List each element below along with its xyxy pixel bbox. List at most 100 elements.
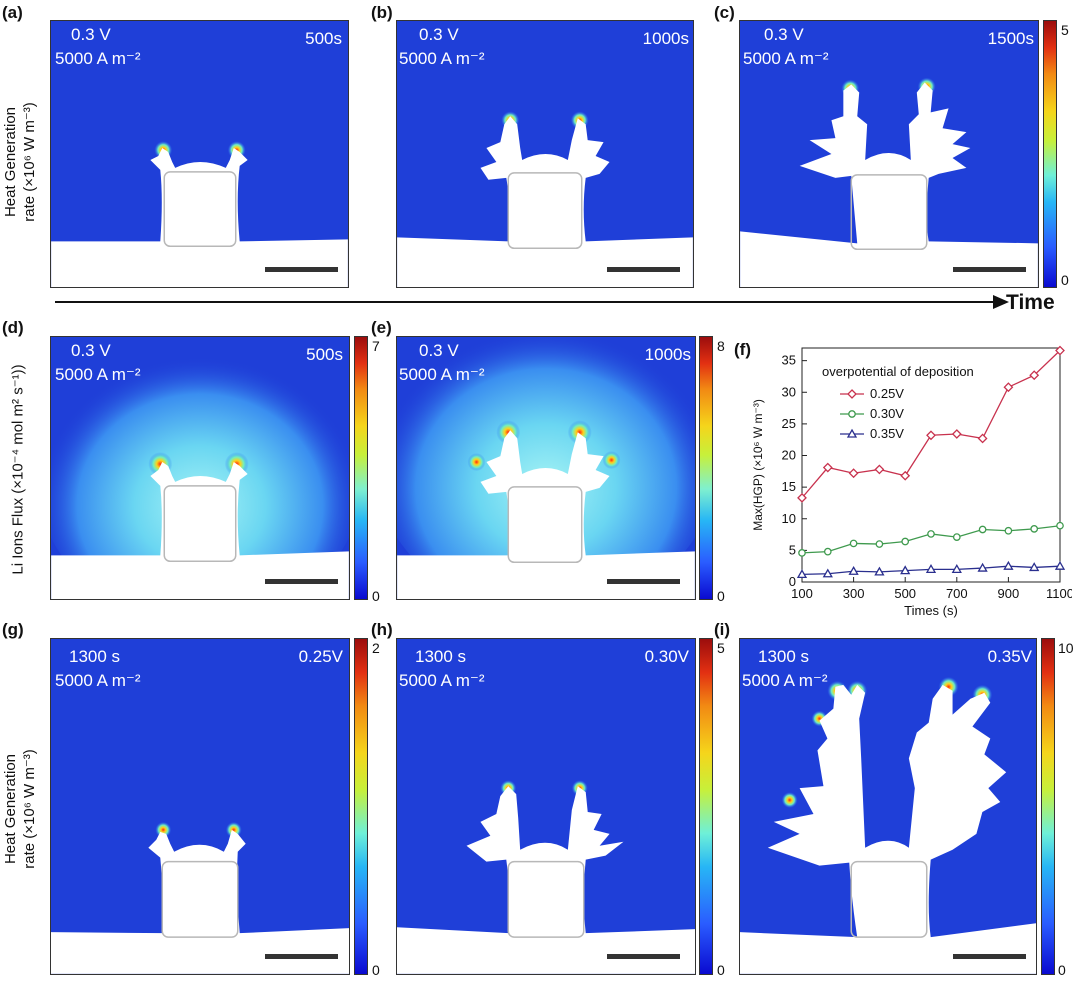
panel-e-current: 5000 A m⁻²: [399, 365, 485, 384]
panel-g-letter: (g): [2, 620, 24, 639]
data-point: [927, 530, 935, 538]
data-point: [798, 549, 806, 557]
colorbar-d-max: 7: [372, 338, 380, 354]
data-point: [977, 433, 988, 444]
row2-ylabel: Li Ions Flux (×10⁻⁴ mol m² s⁻¹)): [9, 340, 28, 600]
data-point: [1056, 521, 1064, 530]
panel-a-scalebar: [265, 267, 338, 272]
panel-b-letter: (b): [371, 3, 393, 22]
panel-h-letter: (h): [371, 620, 393, 639]
data-point: [900, 470, 911, 481]
panel-a-letter: (a): [2, 3, 23, 22]
colorbar-i-max: 10: [1058, 640, 1074, 656]
panel-b-scalebar: [607, 267, 680, 272]
panel-h-field: [397, 780, 695, 974]
legend-entry: 0.25V: [870, 386, 904, 401]
colorbar-g-max: 2: [372, 640, 380, 656]
panel-d: 0.3 V 5000 A m⁻² 500s: [50, 336, 350, 600]
colorbar-h-max: 5: [717, 640, 725, 656]
colorbar-c: [1043, 20, 1057, 288]
panel-h-voltage: 0.30V: [644, 647, 689, 666]
panel-a-current: 5000 A m⁻²: [55, 49, 141, 68]
data-point: [822, 462, 833, 473]
data-point: [797, 492, 807, 503]
panel-g-scalebar: [265, 954, 338, 959]
panel-b: 0.3 V 5000 A m⁻² 1000s: [396, 20, 694, 288]
panel-g-voltage: 0.25V: [298, 647, 343, 666]
x-tick-label: 500: [894, 586, 916, 601]
panel-i-time: 1300 s: [758, 647, 810, 666]
panel-i-scalebar: [953, 954, 1026, 959]
time-axis-arrowhead: [993, 295, 1009, 309]
panel-g-current: 5000 A m⁻²: [55, 671, 141, 690]
data-point: [796, 569, 808, 579]
panel-a-time: 500s: [305, 29, 342, 48]
data-point: [1030, 525, 1039, 533]
panel-e: 0.3 V 5000 A m⁻² 1000s: [396, 336, 696, 600]
data-point: [1055, 345, 1065, 356]
x-tick-label: 300: [843, 586, 865, 601]
colorbar-c-min: 0: [1061, 272, 1069, 288]
panel-a-voltage: 0.3 V: [71, 25, 111, 44]
colorbar-e-min: 0: [717, 588, 725, 604]
colorbar-h: [699, 638, 713, 975]
row3-ylabel-line1: Heat Generation: [2, 753, 19, 865]
chart-f: 100 300 500 700 900 1100 0 5 10 15 20 25 30 35 Times (…: [751, 345, 1072, 618]
data-point: [977, 562, 988, 572]
data-point: [848, 468, 859, 479]
y-tick-label: 25: [782, 416, 796, 431]
y-tick-label: 30: [782, 384, 796, 399]
y-tick-label: 15: [782, 479, 796, 494]
data-point: [951, 564, 962, 574]
colorbar-g-min: 0: [372, 962, 380, 978]
data-point: [925, 564, 937, 574]
panel-c-letter: (c): [714, 3, 735, 22]
panel-a: 0.3 V 5000 A m⁻² 500s: [50, 20, 349, 288]
panel-a-field: [51, 141, 348, 287]
panel-h-current: 5000 A m⁻²: [399, 671, 485, 690]
data-point: [900, 565, 911, 575]
data-point: [846, 428, 858, 438]
panel-d-current: 5000 A m⁻²: [55, 365, 141, 384]
data-point: [952, 533, 961, 541]
colorbar-e-max: 8: [717, 338, 725, 354]
panel-d-field: [51, 337, 349, 599]
panel-g-time: 1300 s: [69, 647, 121, 666]
colorbar-d-min: 0: [372, 588, 380, 604]
panel-g: 1300 s 5000 A m⁻² 0.25V: [50, 638, 350, 975]
colorbar-i: [1041, 638, 1055, 975]
panel-f-letter: (f): [734, 340, 751, 359]
panel-e-scalebar: [607, 579, 680, 584]
data-point: [951, 429, 962, 439]
y-axis-label: Max(HGP) (×10⁶ W m⁻³): [751, 399, 765, 531]
chart-f-legend: overpotential of deposition 0.25V 0.30V 0.3…: [822, 364, 974, 441]
panel-e-voltage: 0.3 V: [419, 341, 459, 360]
x-tick-label: 100: [791, 586, 813, 601]
panel-c-time: 1500s: [987, 29, 1034, 48]
panel-d-scalebar: [265, 579, 338, 584]
x-tick-label: 700: [946, 586, 968, 601]
data-point: [1004, 526, 1013, 535]
y-tick-label: 35: [782, 353, 796, 368]
data-point: [1003, 560, 1014, 570]
data-point: [1029, 370, 1040, 381]
panel-c-current: 5000 A m⁻²: [743, 49, 829, 68]
data-point: [848, 565, 859, 575]
panel-i-current: 5000 A m⁻²: [742, 671, 828, 690]
panel-e-time: 1000s: [644, 345, 691, 364]
data-point: [847, 389, 857, 399]
panel-c-field: [740, 77, 1038, 287]
data-point: [848, 410, 856, 418]
panel-b-voltage: 0.3 V: [419, 25, 459, 44]
data-point: [926, 430, 936, 441]
panel-i-letter: (i): [714, 620, 731, 639]
panel-i: 1300 s 5000 A m⁻² 0.35V: [739, 638, 1037, 975]
panel-d-letter: (d): [2, 318, 24, 337]
data-point: [822, 568, 833, 578]
panel-d-time: 500s: [306, 345, 343, 364]
y-tick-label: 0: [789, 574, 796, 589]
y-tick-label: 10: [782, 511, 796, 526]
row3-ylabel: Heat Generation rate (×10⁶ W m⁻³): [1, 729, 39, 889]
y-tick-label: 5: [789, 542, 796, 557]
data-point: [875, 540, 884, 548]
